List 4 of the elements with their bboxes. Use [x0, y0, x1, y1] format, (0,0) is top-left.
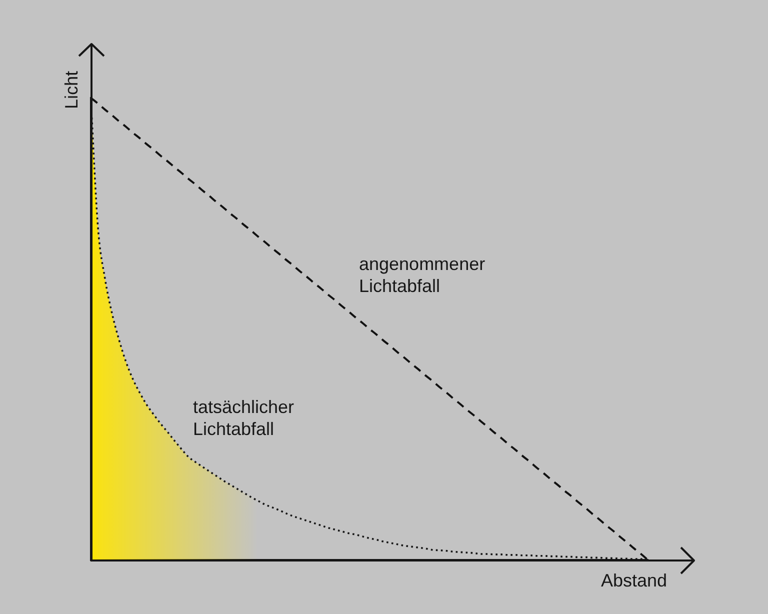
series-label: tatsächlicher Lichtabfall	[193, 396, 294, 440]
series-label: angenommener Lichtabfall	[359, 253, 486, 297]
y-axis-title: Licht	[62, 70, 82, 110]
x-axis-title: Abstand	[600, 570, 668, 592]
